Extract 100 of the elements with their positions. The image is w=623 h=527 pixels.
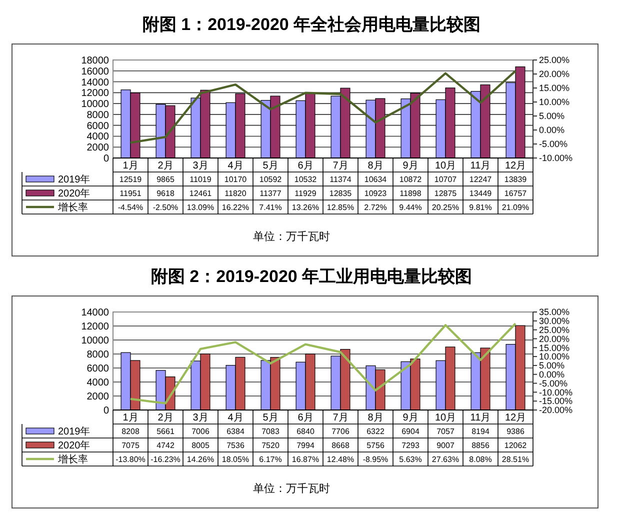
legend-label: 2020年 bbox=[58, 440, 90, 452]
x-tick-label: 7月 bbox=[332, 412, 348, 424]
data-label: 9.44% bbox=[399, 202, 422, 212]
data-label: 7057 bbox=[436, 426, 455, 436]
data-label: 7706 bbox=[332, 426, 350, 436]
data-label: 12062 bbox=[504, 440, 528, 450]
x-tick-label: 2月 bbox=[158, 412, 174, 424]
data-label: 2.72% bbox=[364, 202, 387, 212]
data-label: 6840 bbox=[296, 426, 315, 436]
data-label: 12247 bbox=[469, 174, 492, 184]
data-label: 7006 bbox=[192, 426, 210, 436]
y-tick-label: 4000 bbox=[86, 378, 110, 388]
data-label: 7293 bbox=[402, 440, 420, 450]
data-label: 13449 bbox=[469, 188, 492, 198]
data-label: 7083 bbox=[262, 426, 280, 436]
line-series bbox=[129, 70, 517, 144]
y2-tick-label: 25.00% bbox=[539, 55, 570, 66]
data-label: 12.48% bbox=[326, 454, 354, 464]
data-label: 12519 bbox=[119, 174, 142, 184]
data-label: 5756 bbox=[366, 440, 385, 450]
data-label: 12.85% bbox=[326, 202, 354, 212]
y2-tick-label: -20.00% bbox=[539, 405, 573, 416]
x-tick-label: 5月 bbox=[262, 160, 278, 172]
data-label: -2.50% bbox=[152, 202, 178, 212]
data-label: 13.09% bbox=[186, 202, 214, 212]
y2-tick-label: 5.00% bbox=[539, 360, 565, 371]
legend-label: 2019年 bbox=[58, 174, 90, 186]
data-label: 10872 bbox=[399, 174, 422, 184]
y2-tick-label: 15.00% bbox=[539, 83, 570, 94]
data-label: -8.95% bbox=[362, 454, 388, 464]
x-tick-label: 12月 bbox=[504, 160, 526, 172]
y-tick-label: 2000 bbox=[86, 142, 110, 154]
y2-tick-label: -10.00% bbox=[539, 153, 573, 164]
legend-label: 2019年 bbox=[58, 426, 90, 438]
x-tick-label: 6月 bbox=[298, 412, 314, 424]
x-tick-label: 8月 bbox=[368, 160, 384, 172]
x-tick-label: 6月 bbox=[298, 160, 314, 172]
x-tick-label: 10月 bbox=[434, 412, 456, 424]
y2-tick-label: 0.00% bbox=[539, 125, 565, 136]
y-tick-label: 14000 bbox=[81, 308, 110, 318]
y-tick-label: 14000 bbox=[81, 77, 110, 88]
y2-tick-label: -10.00% bbox=[539, 387, 573, 398]
x-tick-label: 11月 bbox=[470, 160, 491, 172]
data-label: -13.80% bbox=[116, 454, 146, 464]
data-label: 10707 bbox=[434, 174, 458, 184]
y2-tick-label: 10.00% bbox=[539, 352, 570, 362]
y-tick-label: 4000 bbox=[86, 132, 110, 143]
x-tick-label: 5月 bbox=[262, 412, 278, 424]
data-label: 16.22% bbox=[222, 202, 250, 212]
chart-title: 附图 2：2019-2020 年工业用电电量比较图 bbox=[150, 267, 472, 286]
data-label: 13.26% bbox=[292, 202, 320, 212]
y-tick-label: 16000 bbox=[81, 66, 110, 78]
y-tick-label: 10000 bbox=[81, 99, 110, 110]
data-label: 7075 bbox=[122, 440, 140, 450]
x-tick-label: 4月 bbox=[228, 160, 244, 172]
y2-tick-label: -5.00% bbox=[539, 139, 568, 150]
data-label: 11374 bbox=[330, 174, 352, 184]
y2-tick-label: 15.00% bbox=[539, 342, 570, 353]
data-label: -4.54% bbox=[118, 202, 144, 212]
x-tick-label: 1月 bbox=[122, 412, 138, 424]
data-label: 8668 bbox=[332, 440, 350, 450]
x-tick-label: 4月 bbox=[228, 412, 244, 424]
x-tick-label: 9月 bbox=[402, 412, 418, 424]
data-label: 11929 bbox=[294, 188, 317, 198]
data-label: 13839 bbox=[504, 174, 528, 184]
y2-tick-label: 25.00% bbox=[539, 324, 570, 335]
chart-title: 附图 1：2019-2020 年全社会用电电量比较图 bbox=[142, 15, 481, 34]
data-label: 11951 bbox=[120, 188, 142, 198]
data-label: 8208 bbox=[122, 426, 140, 436]
x-tick-label: 10月 bbox=[434, 160, 456, 172]
y-tick-label: 6000 bbox=[86, 364, 110, 374]
y2-tick-label: -15.00% bbox=[539, 396, 573, 406]
y-tick-label: 10000 bbox=[81, 336, 110, 346]
x-tick-label: 2月 bbox=[158, 160, 174, 172]
y2-tick-label: 0.00% bbox=[539, 370, 565, 380]
data-label: 9386 bbox=[506, 426, 525, 436]
y-tick-label: 6000 bbox=[86, 120, 110, 132]
data-label: 16.87% bbox=[292, 454, 320, 464]
data-label: 6384 bbox=[226, 426, 245, 436]
data-label: 10592 bbox=[259, 174, 282, 184]
data-label: 6904 bbox=[402, 426, 420, 436]
data-label: 8005 bbox=[192, 440, 210, 450]
data-label: 12875 bbox=[434, 188, 458, 198]
data-label: 5.63% bbox=[399, 454, 422, 464]
line-series bbox=[129, 322, 517, 404]
x-tick-label: 12月 bbox=[504, 412, 526, 424]
data-label: 18.05% bbox=[222, 454, 250, 464]
x-tick-label: 7月 bbox=[332, 160, 348, 172]
data-label: 5661 bbox=[156, 426, 175, 436]
data-label: 21.09% bbox=[502, 202, 530, 212]
data-label: 28.51% bbox=[502, 454, 530, 464]
legend-label: 增长率 bbox=[57, 454, 88, 466]
y-tick-label: 18000 bbox=[81, 56, 110, 66]
data-label: 7994 bbox=[296, 440, 315, 450]
data-label: 11820 bbox=[224, 188, 247, 198]
data-label: 7536 bbox=[226, 440, 245, 450]
y2-tick-label: 5.00% bbox=[539, 111, 565, 122]
legend-label: 2020年 bbox=[58, 188, 90, 200]
data-label: 20.25% bbox=[432, 202, 460, 212]
data-label: 4742 bbox=[156, 440, 175, 450]
